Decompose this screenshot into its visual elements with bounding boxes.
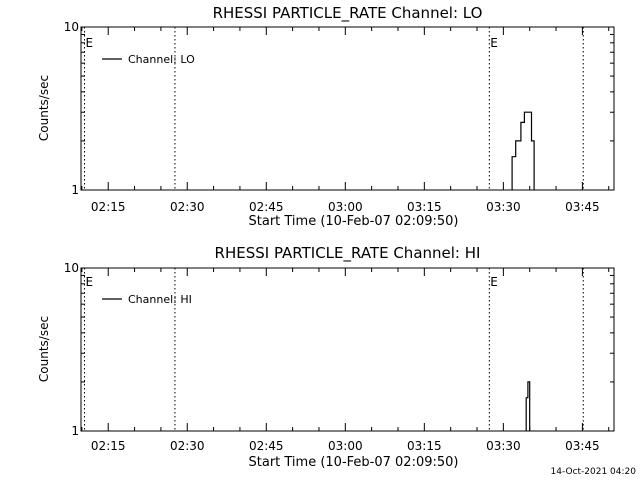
chart-panel-2: RHESSI PARTICLE_RATE Channel: HI 02:15 02:… <box>37 244 615 470</box>
y-tick-label: 10 <box>64 261 79 275</box>
y-axis-label: Counts/sec <box>37 75 51 141</box>
x-tick-label: 02:15 <box>91 200 126 214</box>
x-tick-label: 03:30 <box>486 439 521 453</box>
y-tick-label: 10 <box>64 20 79 34</box>
event-marker-label: E <box>86 36 94 50</box>
event-marker-label: E <box>86 275 94 289</box>
x-tick-label: 03:30 <box>486 200 521 214</box>
x-tick-label: 03:00 <box>328 200 363 214</box>
x-tick-label: 02:30 <box>170 200 205 214</box>
y-axis-label: Counts/sec <box>37 316 51 382</box>
legend-entry: Channel: HI <box>128 293 192 306</box>
x-tick-label: 03:45 <box>565 439 600 453</box>
x-tick-label: 03:15 <box>407 439 442 453</box>
x-tick-label: 02:15 <box>91 439 126 453</box>
series-line-channel-hi <box>525 381 531 431</box>
x-tick-label: 02:45 <box>249 439 284 453</box>
chart-panel-1: RHESSI PARTICLE_RATE Channel: LO 02:15 02:… <box>37 4 615 229</box>
x-tick-label: 03:15 <box>407 200 442 214</box>
footer-timestamp: 14-Oct-2021 04:20 <box>551 467 637 477</box>
event-marker-label: E <box>490 275 498 289</box>
x-tick-label: 03:00 <box>328 439 363 453</box>
x-axis-label: Start Time (10-Feb-07 02:09:50) <box>249 455 459 470</box>
series-line-channel-lo <box>511 111 535 190</box>
chart-title: RHESSI PARTICLE_RATE Channel: HI <box>215 244 481 263</box>
legend-entry: Channel: LO <box>128 53 195 66</box>
x-tick-label: 02:30 <box>170 439 205 453</box>
chart-title: RHESSI PARTICLE_RATE Channel: LO <box>213 4 483 23</box>
plot-frame <box>80 26 615 191</box>
x-axis-label: Start Time (10-Feb-07 02:09:50) <box>249 214 459 229</box>
x-tick-label: 03:45 <box>565 200 600 214</box>
plot-frame <box>80 267 615 432</box>
legend: Channel: HI <box>102 293 192 306</box>
x-tick-label: 02:45 <box>249 200 284 214</box>
y-tick-label: 1 <box>71 183 79 197</box>
legend: Channel: LO <box>102 53 195 66</box>
event-marker-label: E <box>490 36 498 50</box>
y-tick-label: 1 <box>71 424 79 438</box>
